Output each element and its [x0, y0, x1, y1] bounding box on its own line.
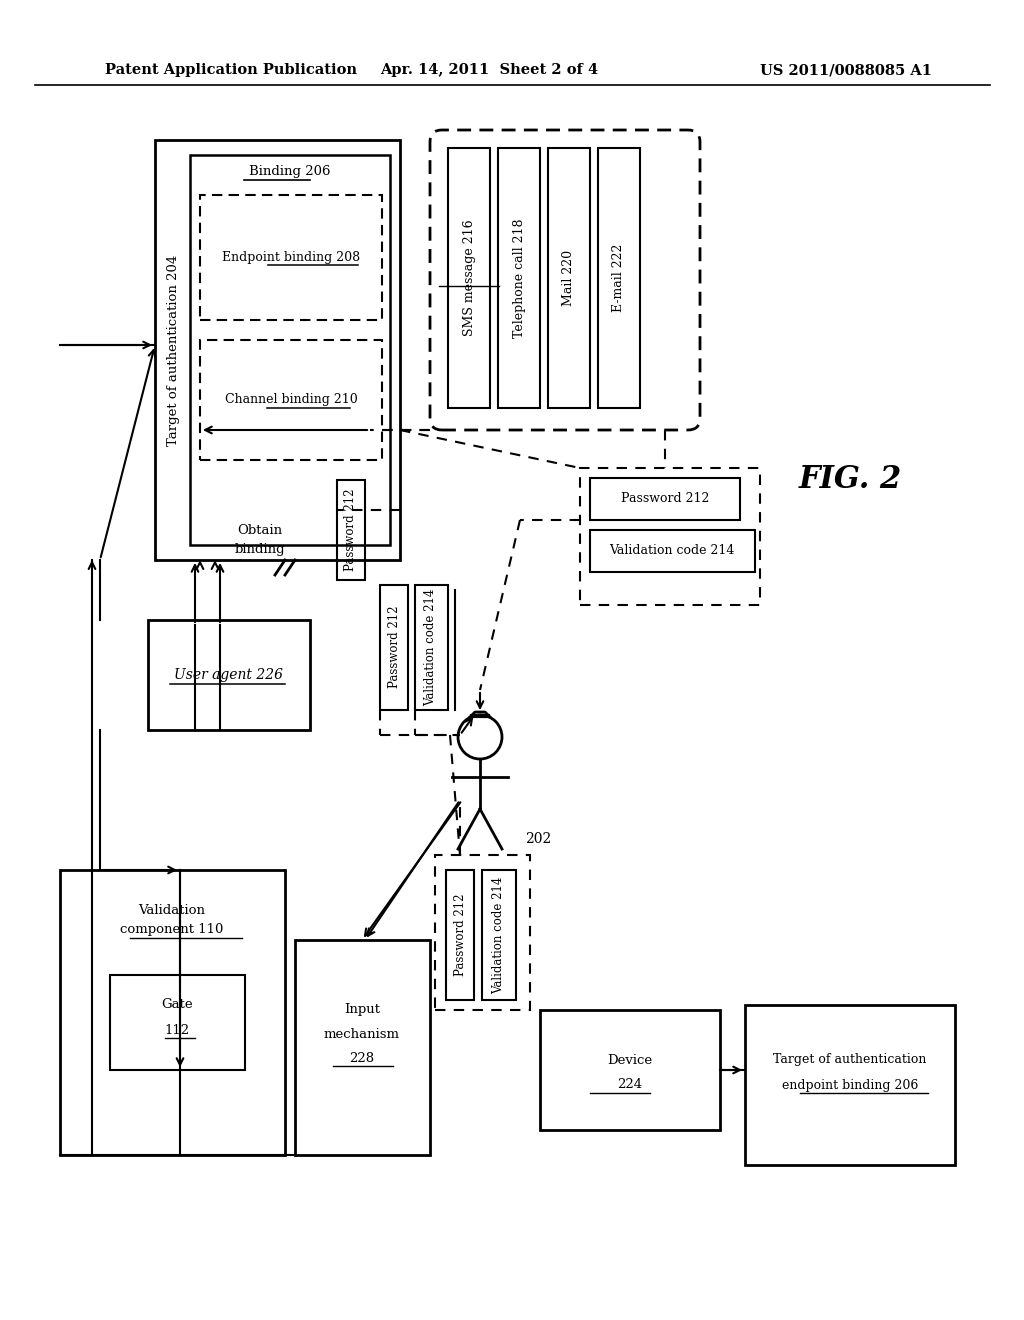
Text: binding: binding: [234, 544, 286, 557]
Bar: [110, 975, 245, 1071]
Text: Apr. 14, 2011  Sheet 2 of 4: Apr. 14, 2011 Sheet 2 of 4: [380, 63, 598, 77]
Bar: [295, 940, 430, 1155]
Text: FIG. 2: FIG. 2: [799, 465, 901, 495]
Bar: [155, 140, 400, 560]
Bar: [190, 154, 390, 545]
Text: Patent Application Publication: Patent Application Publication: [105, 63, 357, 77]
Text: Mail 220: Mail 220: [562, 249, 575, 306]
Bar: [590, 531, 755, 572]
Text: Password 212: Password 212: [621, 492, 710, 506]
Text: User agent 226: User agent 226: [174, 668, 284, 682]
Bar: [60, 870, 285, 1155]
Bar: [449, 148, 490, 408]
Text: Target of authentication 204: Target of authentication 204: [167, 255, 179, 446]
Text: 202: 202: [525, 832, 551, 846]
Text: Validation code 214: Validation code 214: [425, 589, 437, 706]
Text: Password 212: Password 212: [454, 894, 467, 977]
Text: 224: 224: [617, 1078, 643, 1092]
Text: Gate: Gate: [161, 998, 193, 1011]
Text: 112: 112: [165, 1023, 189, 1036]
Text: E-mail 222: E-mail 222: [612, 244, 626, 313]
Text: endpoint binding 206: endpoint binding 206: [781, 1078, 919, 1092]
Text: Password 212: Password 212: [387, 606, 400, 688]
Bar: [200, 195, 382, 319]
Bar: [498, 148, 540, 408]
Text: Input: Input: [344, 1003, 380, 1016]
Bar: [337, 480, 365, 579]
Text: Endpoint binding 208: Endpoint binding 208: [222, 251, 360, 264]
Bar: [415, 585, 449, 710]
Bar: [548, 148, 590, 408]
Bar: [446, 870, 474, 1001]
Bar: [580, 469, 760, 605]
Text: 228: 228: [349, 1052, 375, 1064]
Text: US 2011/0088085 A1: US 2011/0088085 A1: [760, 63, 932, 77]
Text: Validation code 214: Validation code 214: [609, 544, 734, 557]
Bar: [380, 585, 408, 710]
Text: SMS message 216: SMS message 216: [463, 219, 475, 337]
Text: Validation code 214: Validation code 214: [493, 876, 506, 994]
Bar: [590, 478, 740, 520]
Text: Obtain: Obtain: [238, 524, 283, 536]
Text: Binding 206: Binding 206: [249, 165, 331, 178]
Text: Target of authentication: Target of authentication: [773, 1053, 927, 1067]
Bar: [435, 855, 530, 1010]
Bar: [598, 148, 640, 408]
Text: Telephone call 218: Telephone call 218: [512, 218, 525, 338]
Bar: [745, 1005, 955, 1166]
Text: Validation: Validation: [138, 903, 206, 916]
Text: mechanism: mechanism: [324, 1028, 400, 1041]
Bar: [148, 620, 310, 730]
Text: component 110: component 110: [120, 924, 223, 936]
Text: Password 212: Password 212: [344, 488, 357, 572]
Bar: [482, 870, 516, 1001]
Bar: [540, 1010, 720, 1130]
Text: Device: Device: [607, 1053, 652, 1067]
Text: Channel binding 210: Channel binding 210: [224, 393, 357, 407]
Bar: [200, 341, 382, 459]
